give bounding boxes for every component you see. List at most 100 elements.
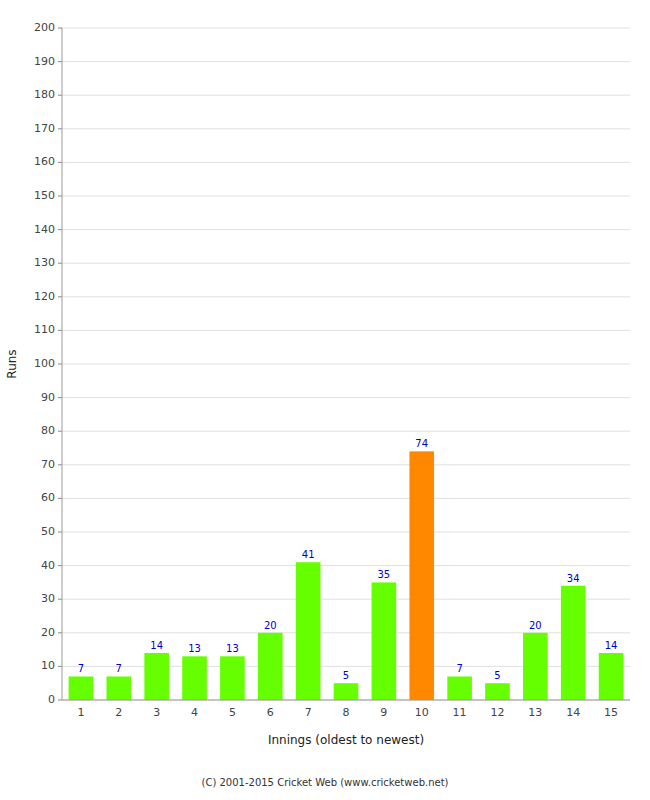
y-tick — [58, 565, 62, 566]
y-tick-label: 130 — [34, 256, 55, 269]
x-axis-line — [62, 700, 630, 701]
grid-line — [62, 263, 630, 264]
data-label: 5 — [494, 670, 500, 681]
data-label: 74 — [415, 438, 428, 449]
y-tick — [58, 61, 62, 62]
grid-line — [62, 700, 630, 701]
y-tick — [58, 263, 62, 264]
data-label: 7 — [78, 663, 84, 674]
bar — [334, 683, 359, 700]
y-tick-label: 170 — [34, 122, 55, 135]
grid-line — [62, 565, 630, 566]
x-tick-label: 6 — [267, 706, 274, 719]
data-label: 13 — [226, 643, 239, 654]
data-label: 35 — [377, 569, 390, 580]
y-tick-label: 50 — [41, 525, 55, 538]
y-tick-label: 20 — [41, 626, 55, 639]
y-tick — [58, 330, 62, 331]
y-tick — [58, 632, 62, 633]
data-label: 14 — [150, 640, 163, 651]
y-tick — [58, 431, 62, 432]
y-tick — [58, 364, 62, 365]
x-tick-label: 9 — [380, 706, 387, 719]
y-tick-label: 10 — [41, 659, 55, 672]
x-tick-label: 2 — [115, 706, 122, 719]
y-tick-label: 60 — [41, 491, 55, 504]
grid — [62, 28, 630, 700]
bar — [220, 656, 245, 700]
x-tick-label: 12 — [490, 706, 504, 719]
y-tick — [58, 229, 62, 230]
y-tick — [58, 498, 62, 499]
grid-line — [62, 364, 630, 365]
data-label: 20 — [529, 620, 542, 631]
y-tick-label: 90 — [41, 391, 55, 404]
y-axis: 0102030405060708090100110120130140150160… — [34, 21, 62, 706]
data-label: 7 — [116, 663, 122, 674]
y-tick — [58, 296, 62, 297]
grid-line — [62, 229, 630, 230]
y-tick — [58, 397, 62, 398]
x-tick-label: 13 — [528, 706, 542, 719]
chart-container: 0102030405060708090100110120130140150160… — [0, 0, 650, 800]
y-axis-label: Runs — [5, 349, 19, 378]
grid-line — [62, 296, 630, 297]
bar — [599, 653, 624, 700]
data-label: 5 — [343, 670, 349, 681]
grid-line — [62, 128, 630, 129]
bar — [106, 676, 131, 700]
data-label: 41 — [302, 549, 315, 560]
y-tick — [58, 28, 62, 29]
y-tick-label: 140 — [34, 223, 55, 236]
grid-line — [62, 196, 630, 197]
grid-line — [62, 599, 630, 600]
y-tick-label: 200 — [34, 21, 55, 34]
grid-line — [62, 397, 630, 398]
y-tick-label: 120 — [34, 290, 55, 303]
x-tick-label: 4 — [191, 706, 198, 719]
grid-line — [62, 330, 630, 331]
y-tick-label: 0 — [48, 693, 55, 706]
grid-line — [62, 431, 630, 432]
grid-line — [62, 162, 630, 163]
x-tick-label: 5 — [229, 706, 236, 719]
bar — [296, 562, 321, 700]
y-tick — [58, 464, 62, 465]
bars — [69, 451, 624, 700]
y-tick — [58, 128, 62, 129]
bar — [182, 656, 207, 700]
data-label: 20 — [264, 620, 277, 631]
y-tick-label: 160 — [34, 155, 55, 168]
data-labels: 7 7 14 13 13 20 41 5 35 74 7 5 20 34 14 — [78, 438, 618, 681]
y-tick-label: 40 — [41, 559, 55, 572]
x-tick-label: 8 — [343, 706, 350, 719]
y-tick-label: 80 — [41, 424, 55, 437]
x-axis: 123456789101112131415 — [77, 706, 618, 719]
bar — [258, 633, 283, 700]
data-label: 13 — [188, 643, 201, 654]
y-tick-label: 70 — [41, 458, 55, 471]
x-tick-label: 14 — [566, 706, 580, 719]
data-label: 14 — [605, 640, 618, 651]
data-label: 7 — [456, 663, 462, 674]
y-tick — [58, 196, 62, 197]
bar — [69, 676, 94, 700]
x-tick-label: 7 — [305, 706, 312, 719]
bar — [409, 451, 434, 700]
y-tick — [58, 599, 62, 600]
y-tick-label: 150 — [34, 189, 55, 202]
chart-svg: 0102030405060708090100110120130140150160… — [0, 0, 650, 800]
y-tick-label: 190 — [34, 55, 55, 68]
y-tick-label: 180 — [34, 88, 55, 101]
x-tick-label: 15 — [604, 706, 618, 719]
y-tick — [58, 666, 62, 667]
bar — [447, 676, 472, 700]
bar — [372, 582, 397, 700]
y-axis-line — [62, 28, 63, 700]
data-label: 34 — [567, 573, 580, 584]
x-tick-label: 10 — [415, 706, 429, 719]
grid-line — [62, 95, 630, 96]
y-tick-label: 30 — [41, 592, 55, 605]
grid-line — [62, 532, 630, 533]
bar — [561, 586, 586, 700]
